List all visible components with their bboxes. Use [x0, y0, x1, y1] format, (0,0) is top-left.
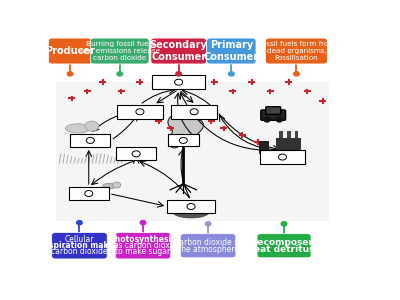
FancyBboxPatch shape	[266, 38, 327, 64]
Bar	[171, 105, 217, 119]
Circle shape	[190, 109, 198, 115]
Bar	[70, 134, 110, 147]
FancyBboxPatch shape	[151, 38, 206, 64]
Ellipse shape	[172, 205, 210, 218]
FancyBboxPatch shape	[207, 38, 256, 64]
Circle shape	[77, 220, 82, 225]
Text: Photosynthesis: Photosynthesis	[110, 235, 176, 244]
Circle shape	[85, 190, 93, 196]
FancyBboxPatch shape	[266, 107, 281, 114]
Text: Decomposers: Decomposers	[250, 238, 318, 247]
Circle shape	[175, 79, 183, 85]
Circle shape	[276, 117, 282, 122]
FancyBboxPatch shape	[52, 232, 107, 259]
Circle shape	[281, 222, 287, 226]
Text: Primary
Consumer: Primary Consumer	[204, 40, 259, 62]
Text: Cellular: Cellular	[65, 235, 94, 244]
Text: Fossil fuels form from
dead organisms,
Fossilisation: Fossil fuels form from dead organisms, F…	[258, 41, 335, 61]
Bar	[287, 131, 290, 138]
Text: uses carbon dioxide: uses carbon dioxide	[105, 241, 181, 250]
FancyBboxPatch shape	[257, 234, 311, 258]
Circle shape	[86, 137, 94, 143]
Text: respiration makes: respiration makes	[40, 241, 118, 250]
Circle shape	[140, 220, 146, 225]
Bar	[259, 141, 268, 154]
Circle shape	[176, 72, 182, 76]
Circle shape	[85, 121, 99, 131]
Circle shape	[264, 117, 270, 122]
Bar	[69, 187, 109, 200]
Bar	[279, 131, 283, 138]
Circle shape	[117, 72, 122, 76]
Circle shape	[278, 154, 286, 160]
FancyBboxPatch shape	[49, 38, 92, 64]
Bar	[260, 150, 306, 164]
Bar	[276, 138, 301, 152]
Text: Secondary
Consumer: Secondary Consumer	[150, 40, 208, 62]
Bar	[168, 134, 199, 146]
Ellipse shape	[66, 124, 90, 133]
FancyBboxPatch shape	[261, 110, 286, 120]
Text: Producer: Producer	[45, 46, 95, 56]
Text: Burning fossil fuels
and emissions release
carbon dioxide: Burning fossil fuels and emissions relea…	[80, 41, 160, 61]
Circle shape	[205, 222, 211, 226]
FancyBboxPatch shape	[180, 234, 236, 258]
Text: carbon dioxide: carbon dioxide	[51, 247, 108, 256]
Circle shape	[294, 72, 299, 76]
Bar	[56, 82, 329, 221]
Circle shape	[187, 203, 195, 209]
Bar	[117, 105, 163, 119]
Circle shape	[228, 72, 234, 76]
Text: the atmosphere: the atmosphere	[178, 245, 238, 254]
Circle shape	[67, 72, 73, 76]
Text: Carbon dioxide in: Carbon dioxide in	[174, 238, 242, 247]
Polygon shape	[168, 109, 204, 148]
Circle shape	[113, 182, 121, 188]
FancyBboxPatch shape	[115, 232, 171, 259]
Bar	[167, 200, 215, 213]
Ellipse shape	[103, 183, 115, 189]
Bar	[152, 75, 205, 89]
Circle shape	[179, 137, 187, 143]
Bar	[116, 147, 156, 160]
FancyBboxPatch shape	[90, 38, 149, 64]
Circle shape	[136, 109, 144, 115]
Circle shape	[132, 151, 140, 157]
Text: to make sugar: to make sugar	[115, 247, 171, 256]
Bar	[294, 131, 298, 138]
Text: eat detritus: eat detritus	[254, 245, 314, 254]
